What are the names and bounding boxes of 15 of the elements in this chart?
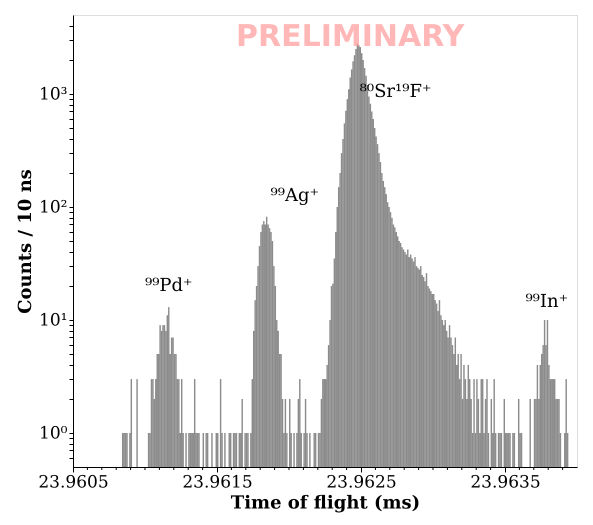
annotation: ⁹⁹Ag⁺ (270, 184, 319, 206)
x-tick-label: 23.9635 (470, 472, 541, 492)
annotation: ⁹⁹Pd⁺ (144, 275, 193, 296)
x-tick-label: 23.9625 (326, 472, 397, 492)
annotation: PRELIMINARY (236, 19, 466, 54)
y-tick-label: 10¹ (39, 310, 68, 330)
annotation: ⁸⁰Sr¹⁹F⁺ (360, 80, 432, 102)
x-axis-title: Time of flight (ms) (230, 492, 420, 514)
y-tick-label: 10² (39, 197, 68, 218)
y-tick-label: 10⁰ (39, 423, 68, 444)
x-tick-label: 23.9615 (182, 472, 253, 492)
y-axis-title: Counts / 10 ns (15, 169, 36, 314)
annotation: ⁹⁹In⁺ (525, 291, 568, 312)
y-tick-label: 10³ (39, 84, 68, 104)
x-tick-label: 23.9605 (38, 472, 109, 492)
